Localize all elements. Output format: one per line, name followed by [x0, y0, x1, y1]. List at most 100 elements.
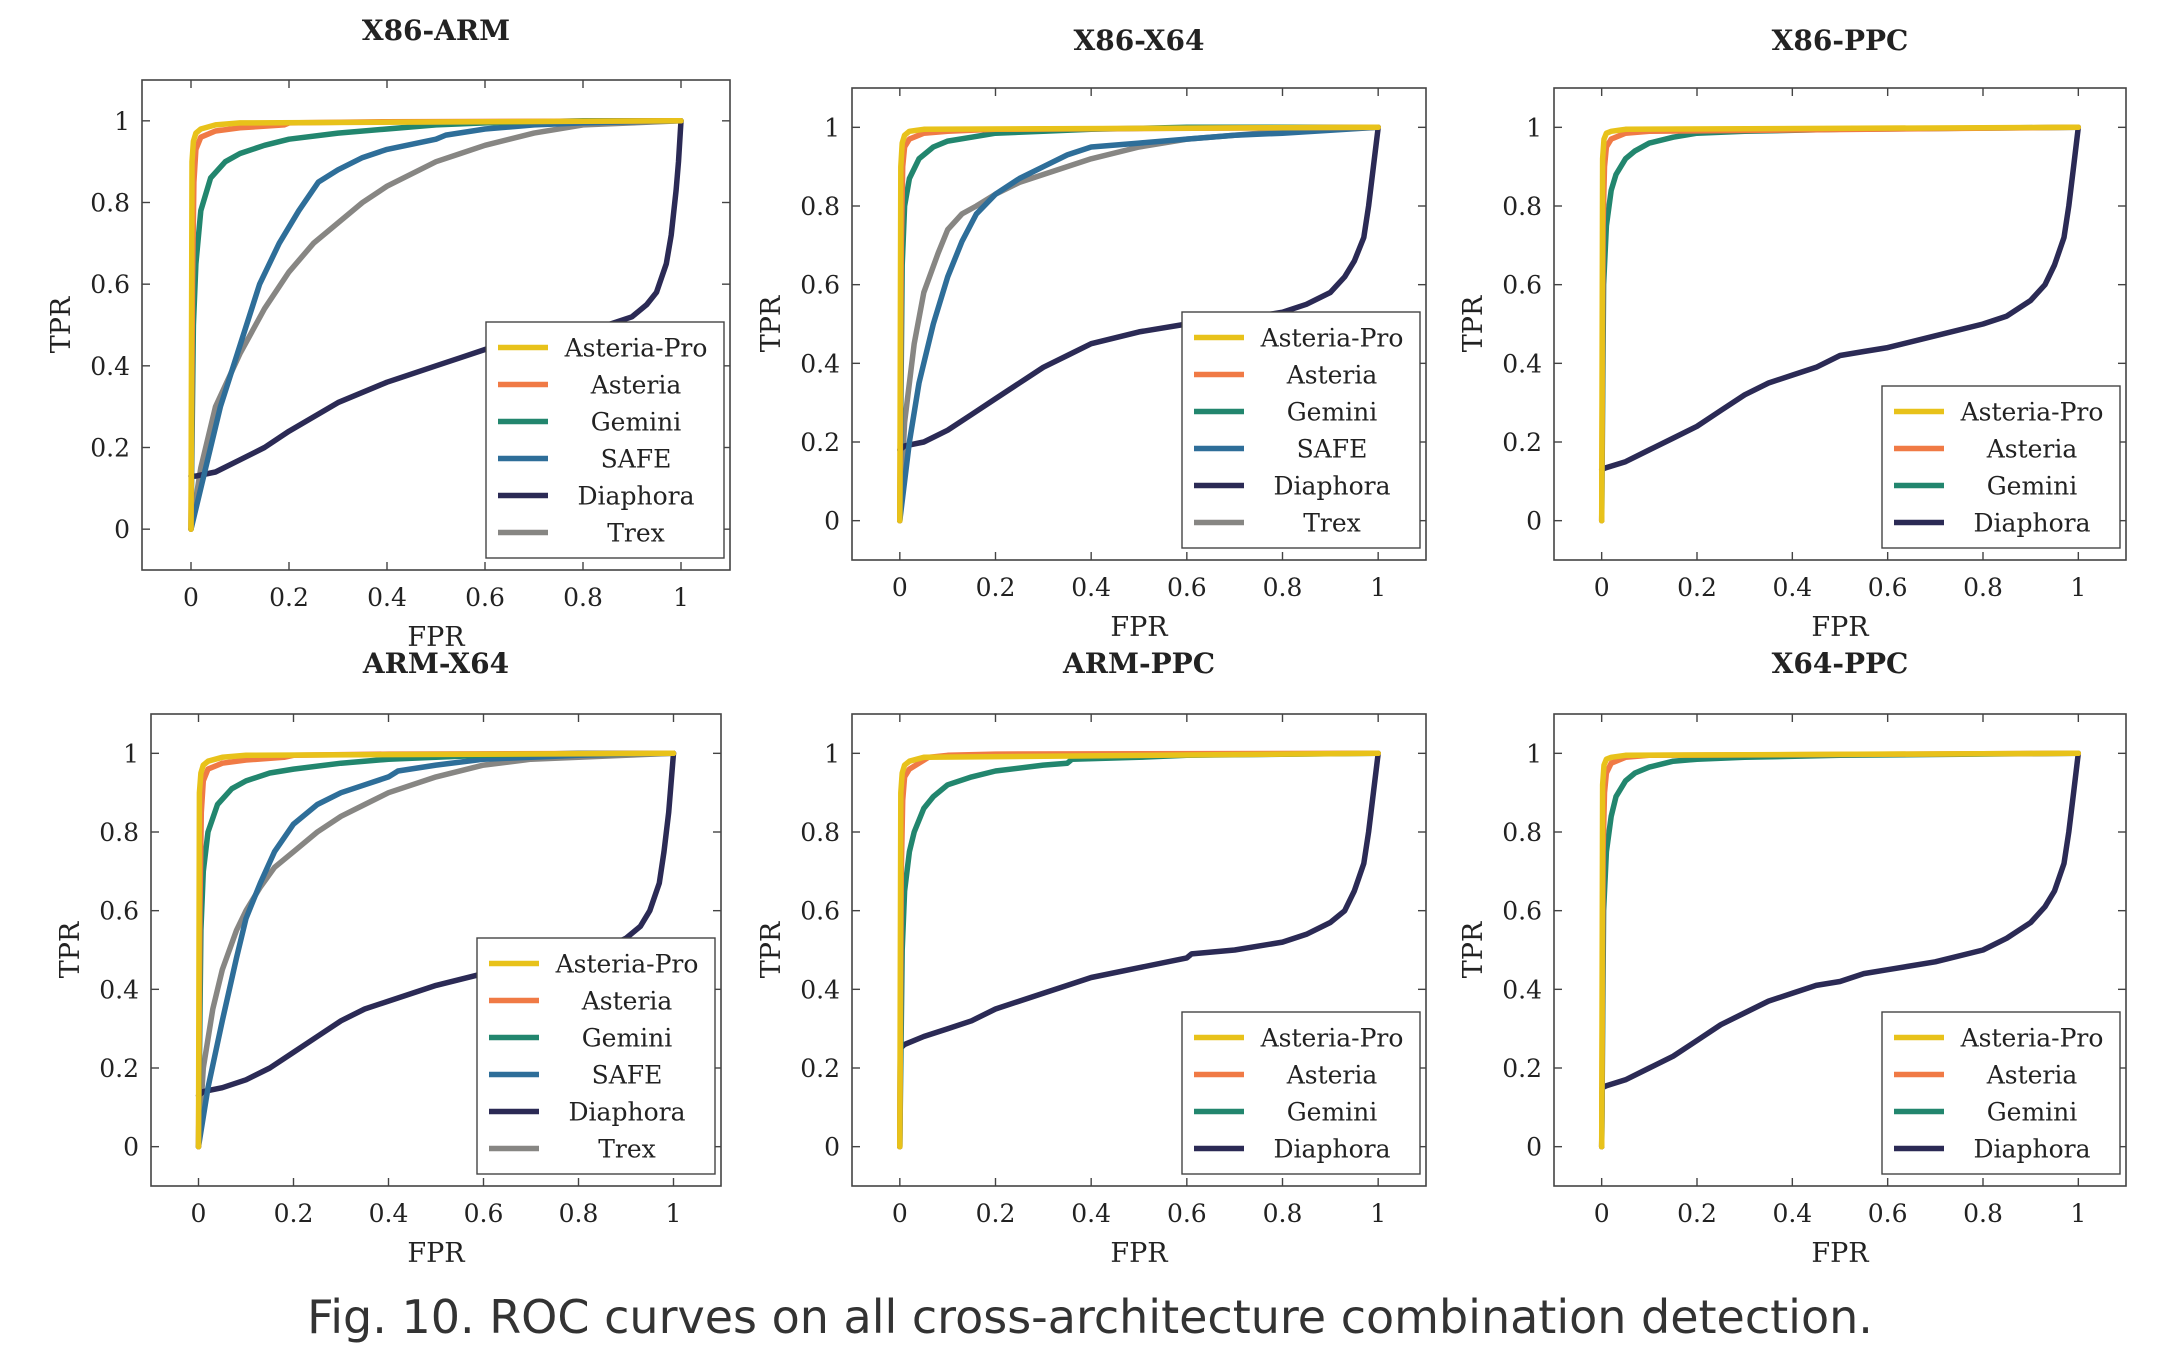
- y-tick-label: 0.8: [800, 192, 840, 221]
- legend-label: Diaphora: [578, 482, 695, 511]
- chart-title: ARM-X64: [362, 647, 509, 680]
- series-line-asteria-pro: [897, 124, 1381, 524]
- figure-caption: Fig. 10. ROC curves on all cross-archite…: [307, 1290, 1873, 1344]
- y-tick-label: 0: [1526, 1133, 1542, 1162]
- legend: Asteria-Pro Asteria Gemini SAFE Diaphora Trex: [485, 321, 725, 559]
- chart-panel: ARM-X64 0 0.2 0.4 0.6 0.8 1 0 0.2 0.4 0.6 0.8 1 FPR TP…: [55, 647, 722, 1269]
- legend-label: Diaphora: [1974, 1135, 2091, 1164]
- y-tick-label: 1: [123, 739, 139, 768]
- x-tick-label: 0: [1594, 1199, 1610, 1228]
- legend-label: SAFE: [592, 1061, 663, 1090]
- chart-panel: X64-PPC 0 0.2 0.4 0.6 0.8 1 0 0.2 0.4 0.6 0.8 1 FPR TP…: [1458, 647, 2127, 1269]
- legend-label: Gemini: [582, 1024, 673, 1053]
- y-tick-label: 0: [824, 1133, 840, 1162]
- x-tick-label: 0.4: [1772, 1199, 1812, 1228]
- legend-label: Asteria-Pro: [1960, 398, 2104, 427]
- legend-label: Gemini: [591, 408, 682, 437]
- y-tick-label: 0.6: [90, 270, 130, 299]
- legend-label: SAFE: [1297, 435, 1368, 464]
- series-line-asteria-pro: [1598, 750, 2082, 1150]
- x-tick-label: 0.8: [1263, 573, 1303, 602]
- x-tick-label: 0.4: [1772, 573, 1812, 602]
- chart-panel: ARM-PPC 0 0.2 0.4 0.6 0.8 1 0 0.2 0.4 0.6 0.8 1 FPR TP…: [756, 647, 1427, 1269]
- plot-frame: [1553, 87, 2127, 561]
- x-axis-label: FPR: [1811, 612, 1869, 643]
- legend: Asteria-Pro Asteria Gemini Diaphora: [1881, 1011, 2121, 1175]
- y-tick-label: 0.6: [800, 897, 840, 926]
- y-tick-label: 0.2: [90, 434, 130, 463]
- series-line-diaphora: [897, 750, 1381, 1150]
- legend-label: Asteria-Pro: [564, 334, 708, 363]
- y-tick-label: 0.2: [800, 428, 840, 457]
- y-tick-label: 0.6: [1502, 271, 1542, 300]
- y-tick-label: 0.2: [99, 1054, 139, 1083]
- legend-box: [1181, 311, 1421, 549]
- x-tick-label: 1: [2070, 1199, 2086, 1228]
- series-line-diaphora: [1598, 750, 2082, 1150]
- y-tick-label: 0.2: [1502, 428, 1542, 457]
- legend-label: Asteria: [581, 987, 673, 1016]
- x-axis-label: FPR: [407, 622, 465, 653]
- y-axis-label: TPR: [756, 295, 787, 352]
- chart-title: X64-PPC: [1772, 647, 1909, 680]
- y-axis-label: TPR: [55, 921, 86, 978]
- chart-title: X86-ARM: [362, 14, 510, 47]
- legend: Asteria-Pro Asteria Gemini Diaphora: [1181, 1011, 1421, 1175]
- chart-panel: X86-PPC 0 0.2 0.4 0.6 0.8 1 0 0.2 0.4 0.6 0.8 1 FPR TP…: [1458, 24, 2127, 643]
- y-tick-label: 1: [824, 739, 840, 768]
- legend-label: Asteria: [1986, 1061, 2078, 1090]
- x-axis-label: FPR: [407, 1238, 465, 1269]
- series-line-diaphora: [897, 124, 1381, 453]
- y-tick-label: 0: [824, 507, 840, 536]
- y-tick-label: 1: [114, 107, 130, 136]
- plot-frame: [1553, 713, 2127, 1187]
- x-axis-label: FPR: [1811, 1238, 1869, 1269]
- x-tick-label: 0.8: [1263, 1199, 1303, 1228]
- x-tick-label: 0: [1594, 573, 1610, 602]
- x-tick-label: 0.6: [464, 1199, 504, 1228]
- series-line-safe: [897, 124, 1381, 524]
- x-tick-label: 0.6: [465, 583, 505, 612]
- y-tick-label: 0.8: [99, 818, 139, 847]
- chart-panel: X86-X64 0 0.2 0.4 0.6 0.8 1 0 0.2 0.4 0.6 0.8 1 FPR TP…: [756, 24, 1427, 643]
- legend-box: [476, 937, 716, 1175]
- y-tick-label: 0.4: [800, 975, 840, 1004]
- y-tick-label: 0.6: [1502, 897, 1542, 926]
- chart-title: ARM-PPC: [1062, 647, 1215, 680]
- y-tick-label: 0.6: [800, 271, 840, 300]
- y-axis-label: TPR: [1458, 295, 1489, 352]
- y-tick-label: 0.6: [99, 897, 139, 926]
- x-tick-label: 1: [666, 1199, 682, 1228]
- x-tick-label: 1: [2070, 573, 2086, 602]
- x-tick-label: 0.4: [369, 1199, 409, 1228]
- series-line-asteria-pro: [188, 118, 684, 532]
- y-tick-label: 0: [114, 515, 130, 544]
- x-tick-label: 1: [673, 583, 689, 612]
- series-line-asteria-pro: [1598, 124, 2082, 524]
- plot-frame: [150, 713, 722, 1187]
- y-axis-label: TPR: [1458, 921, 1489, 978]
- x-tick-label: 0.8: [1963, 1199, 2003, 1228]
- legend-label: Gemini: [1987, 472, 2078, 501]
- legend-label: Asteria: [1286, 1061, 1378, 1090]
- y-tick-label: 0: [1526, 507, 1542, 536]
- legend-label: Diaphora: [1274, 472, 1391, 501]
- legend-label: Diaphora: [569, 1098, 686, 1127]
- legend: Asteria-Pro Asteria Gemini SAFE Diaphora Trex: [1181, 311, 1421, 549]
- legend-label: Asteria-Pro: [1960, 1024, 2104, 1053]
- legend: Asteria-Pro Asteria Gemini SAFE Diaphora Trex: [476, 937, 716, 1175]
- x-tick-label: 0.6: [1868, 1199, 1908, 1228]
- legend-label: Asteria: [590, 371, 682, 400]
- plot-frame: [851, 87, 1427, 561]
- y-tick-label: 1: [824, 113, 840, 142]
- x-tick-label: 0.2: [269, 583, 309, 612]
- x-axis-label: FPR: [1110, 612, 1168, 643]
- legend-label: Gemini: [1287, 398, 1378, 427]
- y-tick-label: 0.4: [90, 352, 130, 381]
- legend-label: Gemini: [1987, 1098, 2078, 1127]
- x-tick-label: 0.2: [976, 573, 1016, 602]
- series-line-safe: [195, 750, 677, 1150]
- legend-label: Asteria: [1986, 435, 2078, 464]
- x-tick-label: 0: [191, 1199, 207, 1228]
